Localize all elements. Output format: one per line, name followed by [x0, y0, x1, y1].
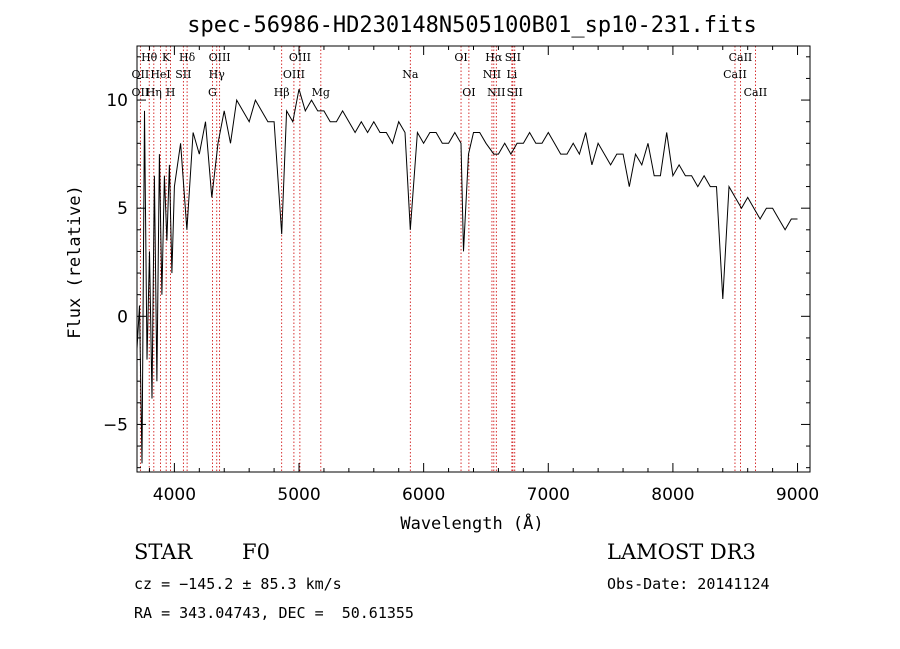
line-label: CaII: [723, 68, 747, 81]
line-label: OII: [132, 68, 150, 81]
line-label: Hθ: [141, 51, 158, 64]
line-label: SII: [175, 68, 191, 81]
survey-name: LAMOST DR3: [607, 540, 756, 564]
line-label: Li: [506, 68, 517, 81]
line-label: K: [162, 51, 171, 64]
line-label: Hα: [485, 51, 503, 64]
line-label: CaII: [744, 86, 768, 99]
y-axis: −5 0 5 10: [103, 56, 810, 469]
x-tick-label: 5000: [277, 485, 320, 505]
line-label: Na: [402, 68, 419, 81]
spectrum-line: [136, 89, 798, 464]
x-axis: 4000 5000 6000 7000 8000 9000: [148, 46, 819, 505]
object-subclass: F0: [242, 540, 270, 564]
line-label: OIII: [209, 51, 231, 64]
line-label: OI: [454, 51, 467, 64]
object-class: STAR: [134, 540, 193, 564]
line-label: Hη: [146, 86, 162, 99]
line-label: NII: [483, 68, 501, 81]
line-label: OIII: [289, 51, 311, 64]
line-label: Hγ: [209, 68, 226, 81]
line-label: G: [208, 86, 217, 99]
line-labels: Hθ OII OII K HeI Hη H Hδ SII OIII Hγ G Hβ OIII OIII Mg N…: [132, 51, 768, 99]
line-label: SII: [505, 51, 521, 64]
x-tick-label: 9000: [776, 485, 819, 505]
line-label: OIII: [283, 68, 305, 81]
x-tick-label: 6000: [402, 485, 445, 505]
line-label: Hδ: [179, 51, 196, 64]
y-tick-label: 10: [106, 91, 128, 111]
x-tick-label: 8000: [651, 485, 694, 505]
sky-coordinates: RA = 343.04743, DEC = 50.61355: [134, 604, 414, 622]
line-markers: [139, 46, 756, 472]
chart-title: spec-56986-HD230148N505100B01_sp10-231.f…: [187, 13, 757, 38]
x-axis-label: Wavelength (Å): [400, 512, 543, 534]
y-axis-label: Flux (relative): [65, 185, 85, 339]
line-label: Hβ: [274, 86, 290, 99]
line-label: OI: [462, 86, 475, 99]
plot-frame: [136, 45, 811, 473]
line-label: SII: [507, 86, 523, 99]
y-tick-label: 5: [117, 199, 128, 219]
line-label: Mg: [312, 86, 330, 99]
line-label: H: [166, 86, 176, 99]
y-tick-label: −5: [103, 415, 128, 435]
redshift-velocity: cz = −145.2 ± 85.3 km/s: [134, 575, 342, 593]
line-label: NII: [487, 86, 505, 99]
observation-date: Obs-Date: 20141124: [607, 575, 770, 593]
x-tick-label: 4000: [153, 485, 196, 505]
y-tick-label: 0: [117, 307, 128, 327]
line-label: HeI: [150, 68, 170, 81]
x-tick-label: 7000: [527, 485, 570, 505]
line-label: CaII: [729, 51, 753, 64]
line-label: OII: [132, 86, 150, 99]
